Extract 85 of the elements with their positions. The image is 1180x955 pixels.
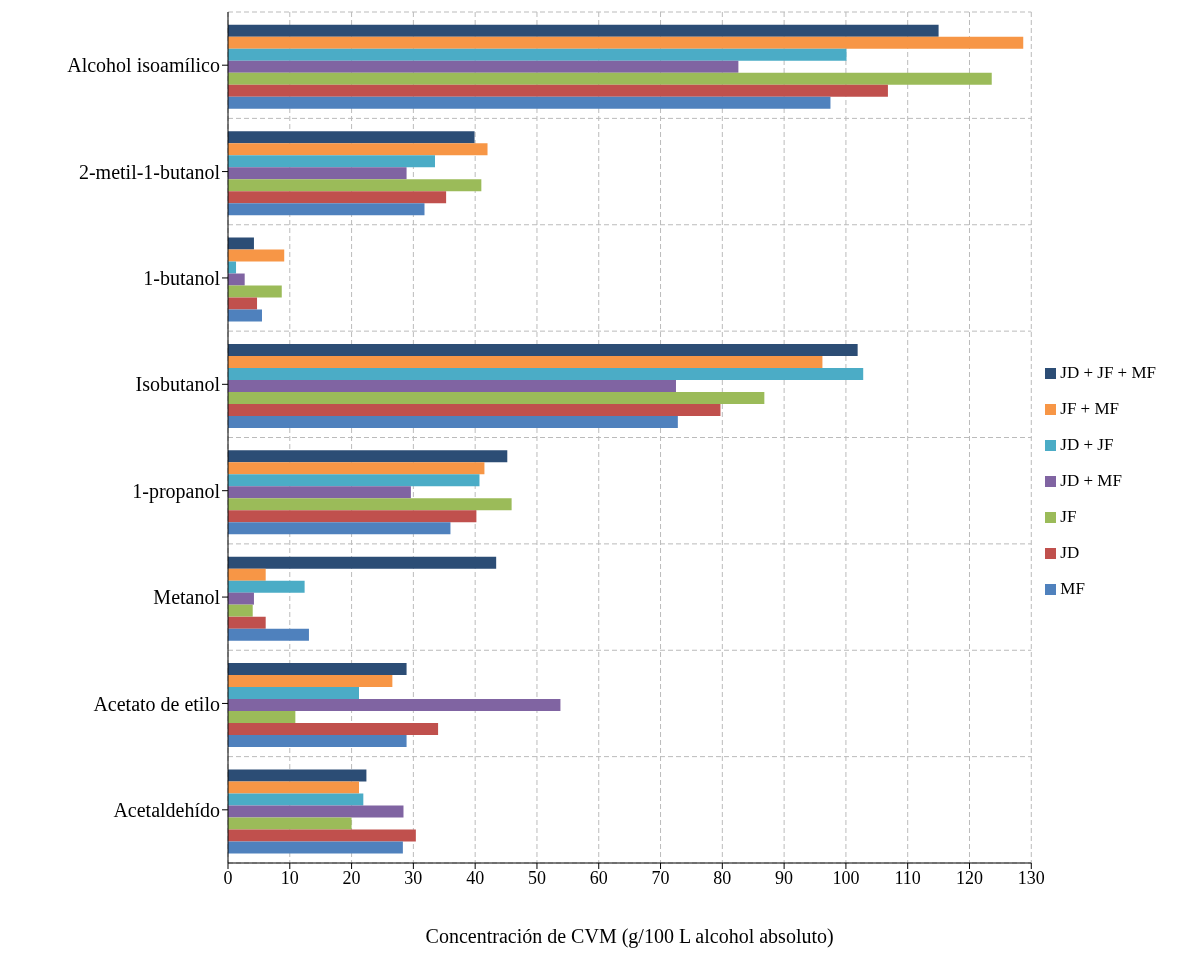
bar <box>228 498 512 511</box>
y-tick-label: Acetato de etilo <box>93 692 220 715</box>
bar <box>228 36 1024 49</box>
bar <box>228 96 831 109</box>
x-tick-label: 90 <box>775 867 794 888</box>
bar <box>228 486 411 499</box>
bar <box>228 367 864 380</box>
bar <box>228 309 262 322</box>
bar <box>228 273 245 286</box>
bar <box>228 580 305 593</box>
bar <box>228 687 359 700</box>
x-tick-label: 50 <box>527 867 546 888</box>
legend-label: JD + MF <box>1060 470 1122 490</box>
bar <box>228 403 721 416</box>
y-tick-label: 1-propanol <box>132 479 221 503</box>
x-tick-label: 80 <box>713 867 732 888</box>
bar <box>228 179 482 192</box>
y-tick-label: Isobutanol <box>135 373 221 396</box>
bar <box>228 769 367 782</box>
bar <box>228 131 475 144</box>
bar <box>228 628 309 641</box>
bar <box>228 24 939 37</box>
x-tick-label: 20 <box>342 867 361 888</box>
bar <box>228 829 416 842</box>
bar <box>228 568 266 581</box>
bar <box>228 355 823 368</box>
bar <box>228 817 352 830</box>
y-tick-label: Acetaldehído <box>113 798 220 821</box>
y-tick-label: 1-butanol <box>143 267 221 290</box>
bar <box>228 143 488 156</box>
bar <box>228 72 992 85</box>
bar <box>228 616 266 629</box>
bar <box>228 699 561 712</box>
bar <box>228 297 258 310</box>
legend-label: MF <box>1060 578 1085 598</box>
bar <box>228 237 254 250</box>
bar <box>228 415 678 428</box>
bar <box>228 735 407 748</box>
legend-label: JD <box>1060 542 1080 562</box>
bar <box>228 391 765 404</box>
bar <box>228 84 888 97</box>
bar <box>228 805 404 818</box>
bar <box>228 48 847 61</box>
x-tick-label: 120 <box>955 867 983 888</box>
bar <box>228 793 364 806</box>
bar <box>228 675 393 688</box>
x-axis-title: Concentración de CVM (g/100 L alcohol absoluto) <box>425 925 834 948</box>
legend-label: JD + JF + MF <box>1060 362 1156 382</box>
bar <box>228 285 282 298</box>
legend-label: JD + JF <box>1060 434 1114 454</box>
bar <box>228 663 407 676</box>
legend-label: JF <box>1060 506 1077 526</box>
bar <box>228 155 435 168</box>
x-tick-label: 100 <box>832 867 860 888</box>
x-tick-label: 30 <box>404 867 423 888</box>
bar <box>228 781 359 794</box>
x-tick-label: 0 <box>223 867 233 888</box>
x-tick-label: 110 <box>894 867 921 888</box>
bar <box>228 723 439 736</box>
bar <box>228 592 254 605</box>
bar <box>228 60 739 73</box>
bar <box>228 522 451 535</box>
bar <box>228 167 407 180</box>
bar <box>228 556 497 569</box>
bar <box>228 474 480 487</box>
bar <box>228 711 296 724</box>
x-tick-label: 60 <box>589 867 608 888</box>
bar <box>228 249 285 262</box>
x-tick-label: 40 <box>466 867 485 888</box>
bar <box>228 343 858 356</box>
x-tick-label: 10 <box>280 867 299 888</box>
y-tick-label: Alcohol isoamílico <box>67 54 220 77</box>
bar <box>228 462 485 475</box>
bar <box>228 379 676 392</box>
y-tick-label: Metanol <box>153 586 221 609</box>
y-tick-label: 2-metil-1-butanol <box>78 160 221 183</box>
bar <box>228 450 508 463</box>
x-tick-label: 130 <box>1017 867 1045 888</box>
legend-label: JF + MF <box>1060 398 1120 418</box>
x-tick-label: 70 <box>651 867 670 888</box>
bar <box>228 604 253 617</box>
bar <box>228 510 477 523</box>
bar <box>228 203 425 216</box>
bar <box>228 191 447 204</box>
bar <box>228 841 403 854</box>
